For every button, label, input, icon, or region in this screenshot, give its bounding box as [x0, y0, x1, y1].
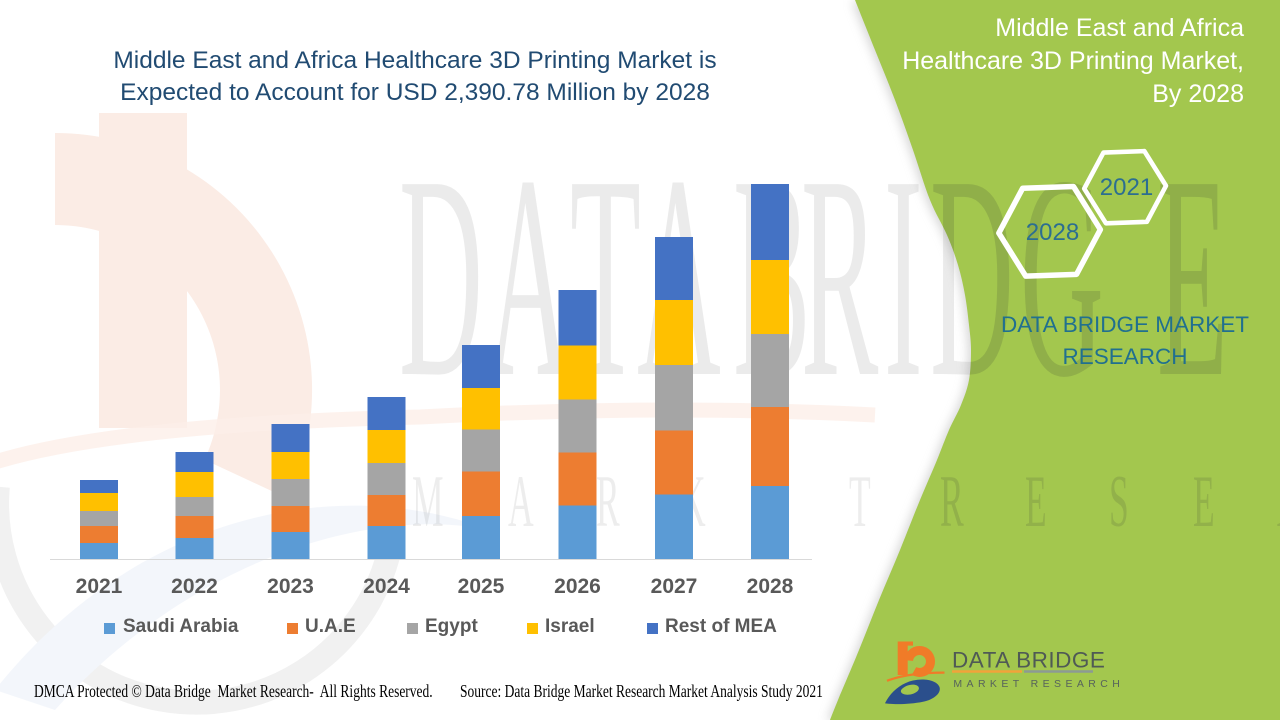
svg-text:I: I [884, 115, 923, 437]
svg-text:R: R [940, 460, 964, 543]
svg-text:A: A [508, 460, 534, 543]
svg-text:E: E [1025, 460, 1047, 543]
svg-text:A: A [1277, 460, 1280, 543]
svg-text:S: S [1109, 460, 1129, 543]
svg-text:D: D [930, 115, 1014, 437]
svg-text:R: R [596, 460, 620, 543]
svg-text:E: E [1157, 115, 1228, 437]
svg-text:T: T [849, 460, 871, 543]
svg-text:M: M [412, 460, 444, 543]
svg-text:S: S [1109, 460, 1129, 543]
svg-text:E: E [1157, 115, 1228, 437]
svg-text:E: E [1025, 460, 1047, 543]
svg-text:A: A [487, 115, 571, 437]
svg-text:A: A [1277, 460, 1280, 543]
svg-text:R: R [940, 460, 964, 543]
svg-text:E: E [1193, 460, 1215, 543]
svg-text:E: E [1193, 460, 1215, 543]
svg-text:MARKET RESEARCH: MARKET RESEARCH [953, 678, 1124, 690]
svg-text:R: R [801, 115, 878, 437]
svg-text:DATA BRIDGE: DATA BRIDGE [952, 648, 1105, 673]
